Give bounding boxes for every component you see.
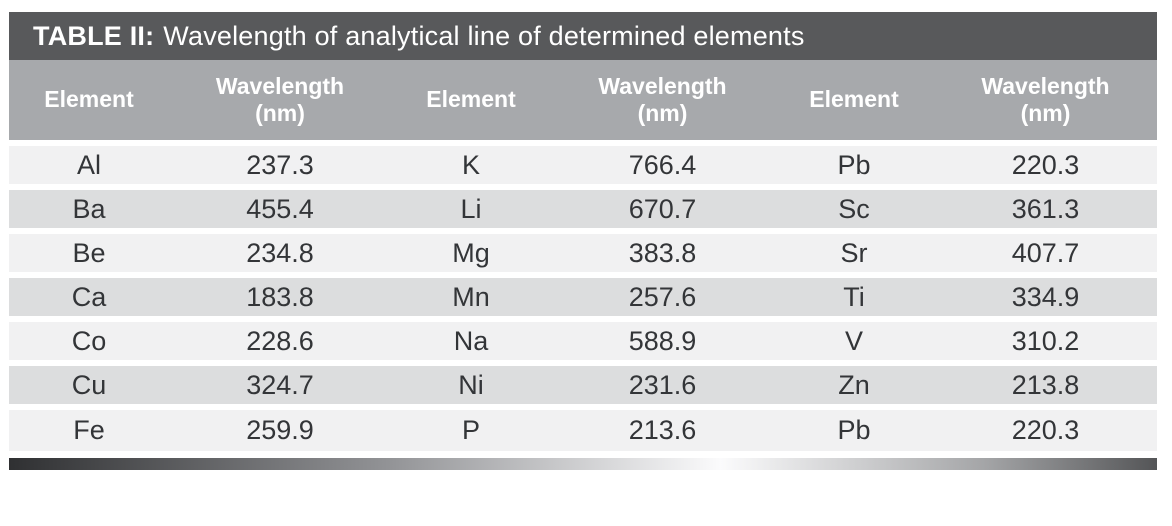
table-cell: Ni (391, 360, 551, 407)
col-header-unit: (nm) (637, 100, 688, 126)
col-header-label: Element (426, 86, 516, 113)
table-cell: V (774, 316, 934, 363)
table-cell: 213.8 (934, 360, 1157, 407)
table-cell: 259.9 (169, 404, 391, 451)
table-cell: Be (9, 228, 169, 275)
col-header-label: Element (809, 86, 899, 113)
col-header-element-2: Element (391, 60, 551, 143)
table-cell: Sr (774, 228, 934, 275)
col-header-unit: (nm) (255, 100, 305, 126)
table-title-text: Wavelength of analytical line of determi… (163, 20, 805, 51)
table-row: Ca 183.8 Mn 257.6 Ti 334.9 (9, 272, 1157, 319)
col-header-wavelength-3: Wavelength (nm) (934, 60, 1157, 143)
table-cell: 670.7 (551, 184, 774, 231)
table-cell: Sc (774, 184, 934, 231)
table-title-bar: TABLE II: Wavelength of analytical line … (9, 12, 1157, 60)
analytical-line-table: TABLE II: Wavelength of analytical line … (9, 12, 1157, 470)
table-row: Co 228.6 Na 588.9 V 310.2 (9, 316, 1157, 363)
table-cell: 588.9 (551, 316, 774, 363)
table-cell: 213.6 (551, 404, 774, 451)
table-cell: 407.7 (934, 228, 1157, 275)
table-cell: Pb (774, 140, 934, 187)
table-cell: Ba (9, 184, 169, 231)
col-header-label: Wavelength (598, 72, 727, 99)
table-cell: 361.3 (934, 184, 1157, 231)
table-cell: Mg (391, 228, 551, 275)
header-row: Element Wavelength (nm) Element Waveleng… (9, 60, 1157, 143)
table-cell: 220.3 (934, 404, 1157, 451)
table-row: Fe 259.9 P 213.6 Pb 220.3 (9, 404, 1157, 451)
table-cell: 237.3 (169, 140, 391, 187)
col-header-unit: (nm) (1020, 100, 1071, 126)
col-header-label: Wavelength (981, 72, 1110, 99)
table-cell: 234.8 (169, 228, 391, 275)
table-cell: 183.8 (169, 272, 391, 319)
table-cell: Al (9, 140, 169, 187)
table-cell: 455.4 (169, 184, 391, 231)
col-header-label: Wavelength (215, 72, 345, 99)
table-cell: Fe (9, 404, 169, 451)
table-number-label: TABLE II: (33, 20, 155, 51)
table-cell: 220.3 (934, 140, 1157, 187)
table-cell: Cu (9, 360, 169, 407)
col-header-wavelength-1: Wavelength (nm) (169, 60, 391, 143)
table-cell: 766.4 (551, 140, 774, 187)
col-header-element-1: Element (9, 60, 169, 143)
table-cell: Zn (774, 360, 934, 407)
table-cell: Mn (391, 272, 551, 319)
table-cell: Co (9, 316, 169, 363)
table-cell: 383.8 (551, 228, 774, 275)
table-cell: 228.6 (169, 316, 391, 363)
bottom-gradient-bar (9, 458, 1157, 470)
table-row: Cu 324.7 Ni 231.6 Zn 213.8 (9, 360, 1157, 407)
col-header-element-3: Element (774, 60, 934, 143)
table-cell: 310.2 (934, 316, 1157, 363)
table-cell: Ti (774, 272, 934, 319)
table-row: Be 234.8 Mg 383.8 Sr 407.7 (9, 228, 1157, 275)
table-cell: Pb (774, 404, 934, 451)
table-cell: K (391, 140, 551, 187)
table-cell: Na (391, 316, 551, 363)
col-header-label: Element (44, 86, 134, 113)
table-body: Al 237.3 K 766.4 Pb 220.3 Ba 455.4 Li 670.7 Sc 361.… (9, 140, 1157, 451)
wavelength-table: Element Wavelength (nm) Element Waveleng… (9, 60, 1157, 451)
table-cell: 334.9 (934, 272, 1157, 319)
table-cell: 231.6 (551, 360, 774, 407)
table-cell: Li (391, 184, 551, 231)
table-cell: 324.7 (169, 360, 391, 407)
table-cell: Ca (9, 272, 169, 319)
table-cell: P (391, 404, 551, 451)
table-row: Ba 455.4 Li 670.7 Sc 361.3 (9, 184, 1157, 231)
col-header-wavelength-2: Wavelength (nm) (551, 60, 774, 143)
table-row: Al 237.3 K 766.4 Pb 220.3 (9, 140, 1157, 187)
table-cell: 257.6 (551, 272, 774, 319)
